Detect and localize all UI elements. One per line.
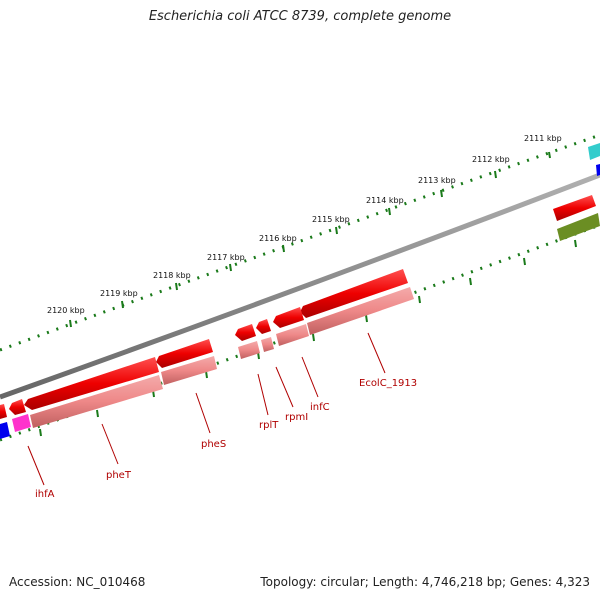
major-tick: [494, 170, 497, 179]
major-tick: [121, 300, 124, 309]
scale-label: 2112 kbp: [472, 155, 510, 164]
blue-feature-right: [596, 164, 600, 176]
gene-label-rpmI: rpmI: [285, 412, 308, 423]
minor-tick: [39, 428, 42, 437]
gene-arrow: [235, 324, 256, 341]
gene-arrow: [256, 319, 271, 334]
major-tick: [440, 189, 443, 198]
scale-labels: 2111 kbp 2112 kbp 2113 kbp 2114 kbp 2115…: [47, 134, 562, 315]
major-tick: [282, 244, 285, 253]
scale-label: 2116 kbp: [259, 234, 297, 243]
cds-bar: [238, 341, 260, 359]
cds-bar: [276, 324, 309, 346]
minor-tick: [96, 409, 99, 418]
genome-backbone: [0, 172, 600, 400]
gene-arrow: [24, 357, 159, 410]
minor-tick: [469, 277, 472, 286]
scale-label: 2115 kbp: [312, 215, 350, 224]
gene-arrows: [0, 195, 596, 419]
major-tick: [388, 207, 391, 216]
major-tick: [335, 226, 338, 235]
gene-label-infC: infC: [310, 402, 330, 413]
scale-label: 2113 kbp: [418, 176, 456, 185]
scale-label: 2120 kbp: [47, 306, 85, 315]
minor-tick: [523, 257, 526, 266]
blue-feature-left: [0, 422, 10, 439]
leader-pheT: [101, 423, 119, 465]
label-leaders: [27, 332, 386, 486]
scale-label: 2114 kbp: [366, 196, 404, 205]
gene-label-rplT: rplT: [259, 420, 279, 431]
leader-EcolC_1913: [367, 332, 386, 374]
gene-arrow: [273, 307, 304, 328]
cds-bar: [30, 375, 163, 428]
minor-tick: [574, 239, 577, 248]
minor-tick: [418, 295, 421, 304]
cds-bar: [261, 337, 274, 352]
outer-scale-ruler: [0, 133, 600, 352]
leader-rplT: [257, 373, 269, 416]
gene-arrow: [300, 269, 408, 318]
gene-arrow: [9, 399, 26, 415]
outer-scale-dots: [0, 133, 600, 352]
leader-rpmI: [275, 366, 294, 408]
major-tick: [548, 151, 551, 159]
gene-label-EcolC_1913: EcolC_1913: [359, 378, 417, 389]
cds-bars: [12, 287, 414, 432]
genome-summary-text: Topology: circular; Length: 4,746,218 bp…: [260, 575, 590, 589]
gene-labels: ihfA pheT pheS rplT rpmI infC EcolC_1913: [35, 378, 417, 500]
gene-label-pheS: pheS: [201, 439, 226, 450]
minor-tick: [312, 333, 315, 342]
cds-bar-magenta: [12, 414, 31, 432]
leader-pheS: [195, 392, 211, 434]
gene-label-ihfA: ihfA: [35, 489, 55, 500]
gene-arrow: [553, 195, 596, 221]
scale-label: 2117 kbp: [207, 253, 245, 262]
leader-infC: [301, 356, 319, 398]
genome-title: Escherichia coli ATCC 8739, complete gen…: [148, 9, 452, 24]
cds-bar: [161, 356, 217, 385]
gene-label-pheT: pheT: [106, 470, 132, 481]
gene-arrow: [0, 404, 7, 419]
cds-bar: [307, 287, 414, 335]
minor-tick: [365, 314, 368, 323]
gene-arrow: [156, 339, 213, 368]
olive-feature: [557, 213, 600, 241]
scale-label: 2118 kbp: [153, 271, 191, 280]
scale-label: 2119 kbp: [100, 289, 138, 298]
major-tick: [229, 263, 232, 272]
accession-text: Accession: NC_010468: [9, 575, 146, 589]
major-tick: [69, 319, 72, 328]
scale-label: 2111 kbp: [524, 134, 562, 143]
cyan-feature: [588, 143, 600, 160]
major-tick: [175, 282, 178, 291]
leader-ihfA: [27, 445, 45, 486]
